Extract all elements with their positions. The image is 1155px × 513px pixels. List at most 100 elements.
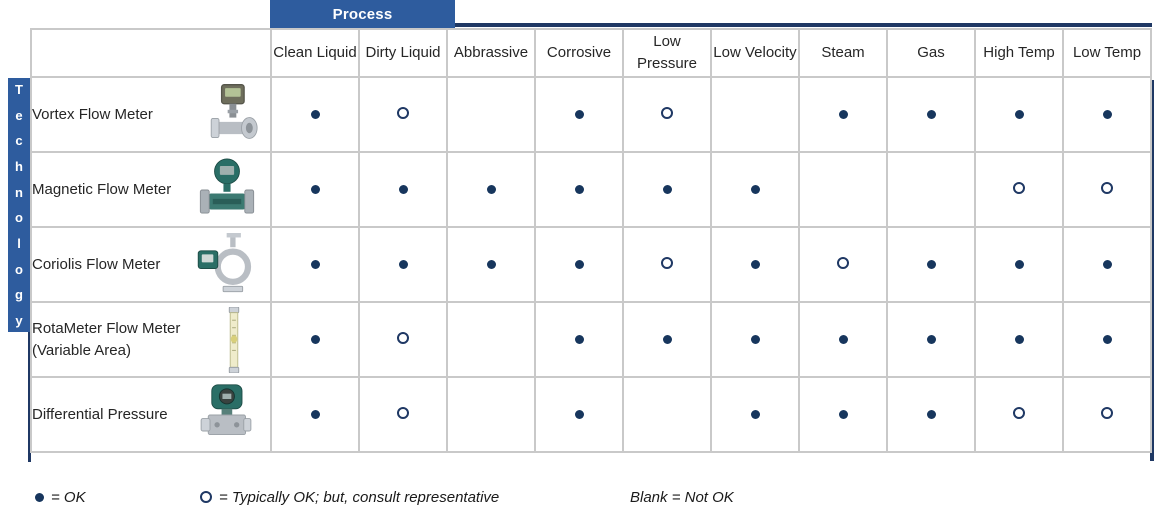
ok-dot-icon [838,409,848,419]
header-rule-line [455,23,1152,27]
matrix-cell-r0-c6 [798,76,888,153]
typical-circle-icon [397,106,409,119]
ok-dot-icon [662,334,672,344]
matrix-cell-r0-c0 [270,76,360,153]
ok-dot-icon [574,409,584,419]
matrix-cell-r0-c3 [534,76,624,153]
row-label-text: Vortex Flow Meter [32,105,153,123]
typical-circle-icon [397,406,409,419]
ok-dot-icon [574,259,584,269]
column-header-2: Abbrassive [446,28,536,78]
matrix-cell-r0-c4 [622,76,712,153]
column-header-row: Clean Liquid Dirty Liquid Abbrassive Corros… [30,28,1152,78]
ok-dot-icon [1014,259,1024,269]
matrix-cell-r1-c8 [974,151,1064,228]
ok-dot-icon [926,109,936,119]
matrix-cell-r1-c7 [886,151,976,228]
ok-dot-icon [398,184,408,194]
legend-typical-marker-icon [200,491,212,503]
matrix-cell-r0-c8 [974,76,1064,153]
ok-dot-icon [486,184,496,194]
ok-dot-icon [838,109,848,119]
matrix-cell-r2-c0 [270,226,360,303]
ok-dot-icon [310,184,320,194]
row-label-text: Magnetic Flow Meter [32,180,172,198]
matrix-cell-r2-c1 [358,226,448,303]
matrix-cell-r2-c7 [886,226,976,303]
table-right-edge-line [1150,80,1154,461]
matrix-cell-r4-c4 [622,376,712,453]
matrix-cell-r4-c1 [358,376,448,453]
legend-ok-text: = OK [51,488,86,506]
legend-ok-marker-icon [35,492,44,502]
table-row: Magnetic Flow Meter [30,151,1152,228]
row-label-text: RotaMeter Flow Meter [32,319,181,337]
matrix-cell-r0-c7 [886,76,976,153]
technology-letter: n [15,184,23,200]
legend-blank: Blank = Not OK [630,487,734,507]
table-row: RotaMeter Flow Meter (Variable Area) [30,301,1152,378]
matrix-cell-r4-c7 [886,376,976,453]
legend-typical-text: = Typically OK; but, consult representat… [219,488,500,506]
table-row: Differential Pressure [30,376,1152,453]
column-header-4: Low Pressure [622,28,712,78]
table-row: Coriolis Flow Meter [30,226,1152,303]
matrix-cell-r3-c6 [798,301,888,378]
table-row: Vortex Flow Meter [30,76,1152,153]
technology-letter: h [15,158,23,174]
ok-dot-icon [662,184,672,194]
matrix-cell-r3-c7 [886,301,976,378]
ok-dot-icon [574,184,584,194]
ok-dot-icon [1102,259,1112,269]
row-label-0: Vortex Flow Meter [30,76,272,153]
coriolis-flow-meter-image [194,233,254,297]
matrix-cell-r4-c6 [798,376,888,453]
ok-dot-icon [310,334,320,344]
matrix-cell-r3-c8 [974,301,1064,378]
matrix-cell-r2-c2 [446,226,536,303]
row-label-4: Differential Pressure [30,376,272,453]
ok-dot-icon [1102,109,1112,119]
matrix-cell-r1-c3 [534,151,624,228]
technology-letter: e [15,107,23,123]
matrix-cell-r3-c4 [622,301,712,378]
matrix-cell-r3-c3 [534,301,624,378]
matrix-cell-r3-c1 [358,301,448,378]
column-header-1: Dirty Liquid [358,28,448,78]
legend-ok: = OK [35,487,86,507]
matrix-cell-r4-c0 [270,376,360,453]
typical-circle-icon [1101,181,1113,194]
typical-circle-icon [661,256,673,269]
ok-dot-icon [398,259,408,269]
technology-letter: o [15,261,23,277]
row-label-text: Coriolis Flow Meter [32,255,161,273]
rotameter-flow-meter-image [226,307,242,373]
typical-circle-icon [1013,406,1025,419]
matrix-cell-r1-c1 [358,151,448,228]
matrix-cell-r1-c6 [798,151,888,228]
table-left-edge-line [28,332,31,462]
matrix-cell-r4-c3 [534,376,624,453]
column-header-0: Clean Liquid [270,28,360,78]
matrix-cell-r3-c5 [710,301,800,378]
technology-letter: l [17,235,21,251]
column-header-5: Low Velocity [710,28,800,78]
matrix-cell-r4-c2 [446,376,536,453]
row-label-text: Differential Pressure [32,405,168,423]
technology-letter: y [15,312,23,328]
row-label-3: RotaMeter Flow Meter (Variable Area) [30,301,272,378]
vortex-flow-meter-image [206,82,258,148]
matrix-cell-r1-c4 [622,151,712,228]
matrix-cell-r0-c9 [1062,76,1152,153]
matrix-cell-r2-c5 [710,226,800,303]
differential-pressure-meter-image [198,383,254,447]
technology-letter: o [15,210,23,226]
ok-dot-icon [574,334,584,344]
column-header-8: High Temp [974,28,1064,78]
matrix-cell-r2-c6 [798,226,888,303]
ok-dot-icon [310,109,320,119]
ok-dot-icon [838,334,848,344]
matrix-cell-r2-c4 [622,226,712,303]
technology-letter: T [15,82,23,97]
